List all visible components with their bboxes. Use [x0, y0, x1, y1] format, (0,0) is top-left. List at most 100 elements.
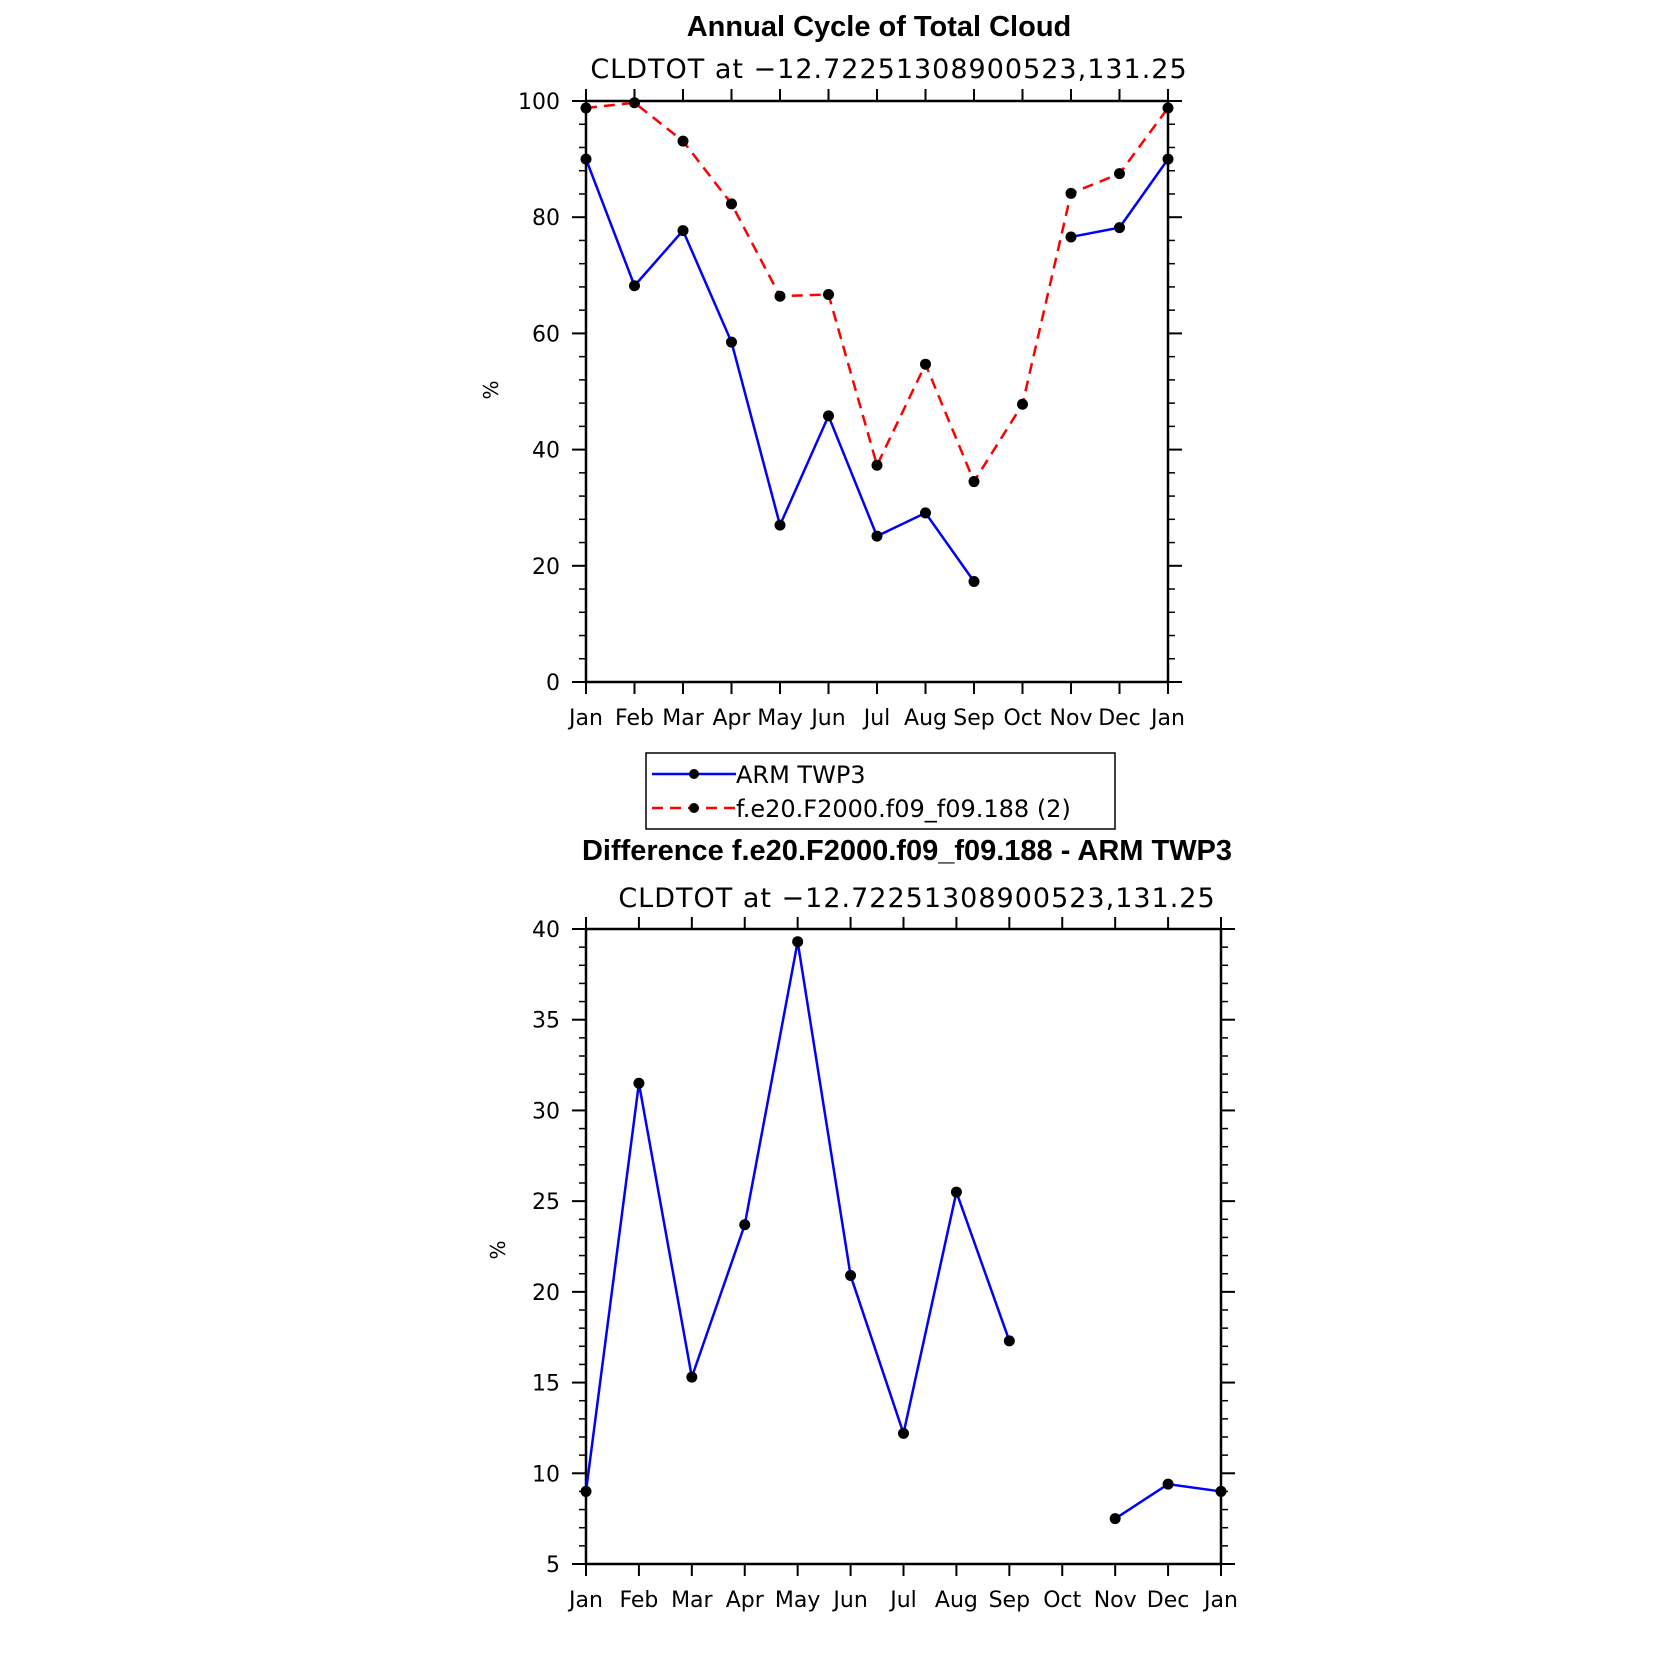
data-point — [580, 153, 592, 165]
x-tick-label: Nov — [1050, 706, 1093, 731]
data-point — [1215, 1485, 1227, 1497]
legend-marker-arm-twp3 — [689, 769, 699, 779]
series-line-0 — [584, 158, 976, 583]
y-tick-label: 35 — [532, 1009, 560, 1034]
legend-marker-model — [689, 803, 699, 813]
data-point — [871, 530, 883, 542]
data-point — [823, 410, 834, 422]
data-point — [920, 358, 931, 370]
data-point — [1065, 231, 1077, 243]
chart-title: Difference f.e20.F2000.f09_f09.188 - ARM… — [582, 835, 1232, 867]
x-tick-label: Jul — [862, 706, 891, 731]
y-axis-label: % — [479, 380, 503, 399]
chart-subtitle: CLDTOT at −12.72251308900523,131.25 — [618, 883, 1215, 914]
data-point — [726, 336, 737, 348]
data-point — [1109, 1513, 1121, 1525]
data-point — [1114, 168, 1125, 180]
data-point — [968, 575, 980, 587]
data-point — [739, 1219, 751, 1231]
y-tick-label: 5 — [546, 1553, 560, 1578]
y-tick-label: 100 — [518, 90, 560, 115]
x-tick-label: Apr — [712, 706, 751, 731]
y-tick-label: 80 — [532, 206, 560, 231]
x-tick-label: Jan — [1149, 706, 1185, 731]
x-tick-label: Nov — [1094, 1588, 1137, 1613]
data-point — [1114, 222, 1125, 234]
data-point — [792, 936, 804, 948]
data-point — [1162, 1478, 1174, 1490]
x-tick-label: May — [775, 1588, 820, 1613]
legend-label-arm-twp3: ARM TWP3 — [736, 761, 866, 789]
data-point — [898, 1427, 909, 1439]
x-tick-label: Feb — [619, 1588, 658, 1613]
x-tick-label: Dec — [1098, 706, 1141, 731]
y-tick-label: 15 — [532, 1372, 560, 1397]
x-tick-label: Apr — [726, 1588, 765, 1613]
data-point — [950, 1186, 962, 1198]
x-tick-label: Aug — [904, 706, 947, 731]
x-tick-label: Jul — [888, 1588, 917, 1613]
y-axis-label: % — [486, 1240, 510, 1259]
x-tick-label: Aug — [935, 1588, 978, 1613]
series-line-0 — [584, 941, 1011, 1492]
data-point — [1017, 398, 1028, 410]
x-tick-label: Sep — [989, 1588, 1030, 1613]
data-point — [845, 1270, 857, 1282]
x-tick-label: Jan — [1202, 1588, 1238, 1613]
y-tick-label: 0 — [546, 671, 560, 696]
series-layer — [580, 97, 1174, 587]
data-point — [629, 97, 640, 109]
y-tick-label: 20 — [532, 1281, 560, 1306]
data-point — [1065, 187, 1077, 199]
x-tick-label: Jan — [567, 706, 603, 731]
plot-axes: Jan Feb Mar Apr May Jun Jul Aug Sep Oct Nov Dec Jan 0… — [518, 89, 1185, 731]
y-tick-label: 10 — [532, 1462, 560, 1487]
plot-frame — [584, 99, 1170, 684]
x-tick-label: Sep — [953, 706, 994, 731]
data-point — [677, 135, 689, 147]
legend: ARM TWP3 f.e20.F2000.f09_f09.188 (2) — [645, 752, 1116, 830]
data-point — [871, 459, 883, 471]
x-tick-label: Feb — [615, 706, 654, 731]
x-tick-label: Jun — [831, 1588, 867, 1613]
legend-box — [645, 752, 1116, 830]
x-tick-label: Jan — [567, 1588, 603, 1613]
plot-axes: Jan Feb Mar Apr May Jun Jul Aug Sep Oct Nov Dec Jan 5… — [532, 917, 1238, 1613]
y-tick-label: 40 — [532, 918, 560, 943]
data-point — [726, 198, 737, 210]
y-tick-label: 60 — [532, 322, 560, 347]
chart-subtitle: CLDTOT at −12.72251308900523,131.25 — [590, 54, 1187, 85]
series-layer — [580, 936, 1227, 1525]
y-tick-label: 30 — [532, 1099, 560, 1124]
y-tick-label: 25 — [532, 1190, 560, 1215]
x-tick-label: Oct — [1043, 1588, 1081, 1613]
data-point — [580, 102, 592, 114]
data-point — [677, 225, 689, 237]
x-tick-label: Mar — [662, 706, 704, 731]
data-point — [1162, 153, 1174, 165]
data-point — [774, 519, 786, 531]
data-point — [629, 280, 640, 292]
plot-frame — [584, 927, 1223, 1566]
data-point — [1162, 102, 1174, 114]
x-tick-label: Jun — [809, 706, 845, 731]
chart-title: Annual Cycle of Total Cloud — [687, 11, 1072, 43]
data-point — [774, 290, 786, 302]
y-tick-label: 40 — [532, 439, 560, 464]
data-point — [823, 288, 834, 300]
annual-cycle-chart: Annual Cycle of Total Cloud CLDTOT at −1… — [479, 11, 1187, 731]
data-point — [580, 1485, 592, 1497]
difference-chart: Difference f.e20.F2000.f09_f09.188 - ARM… — [486, 835, 1238, 1613]
data-point — [968, 476, 980, 488]
data-point — [1003, 1335, 1015, 1347]
x-tick-label: Mar — [671, 1588, 713, 1613]
legend-label-model: f.e20.F2000.f09_f09.188 (2) — [736, 795, 1071, 823]
data-point — [920, 507, 931, 519]
x-tick-label: May — [757, 706, 802, 731]
y-tick-label: 20 — [532, 555, 560, 580]
data-point — [686, 1371, 698, 1383]
series-line-1 — [585, 101, 1170, 485]
x-tick-label: Oct — [1003, 706, 1041, 731]
x-tick-label: Dec — [1147, 1588, 1190, 1613]
